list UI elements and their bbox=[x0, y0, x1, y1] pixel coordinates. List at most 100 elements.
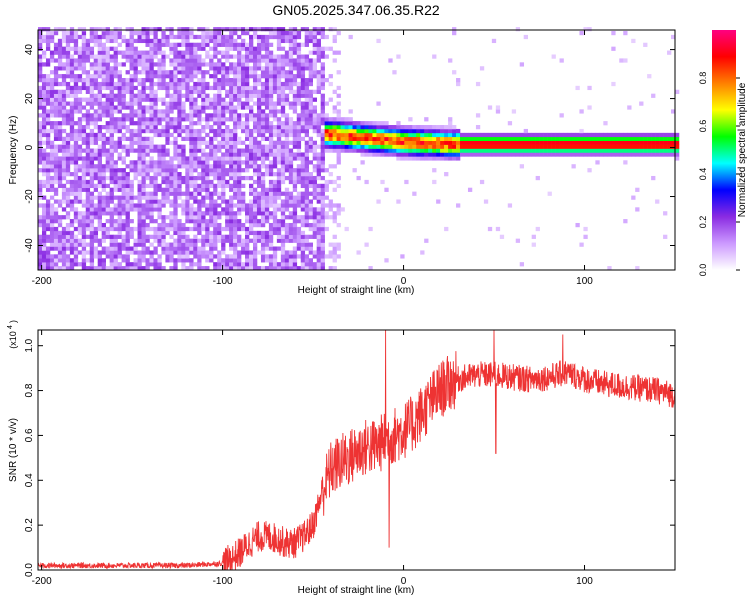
spectrogram-cell bbox=[97, 38, 102, 44]
spectrogram-cell bbox=[284, 121, 290, 126]
spectrogram-cell bbox=[304, 125, 310, 130]
spectrogram-cell bbox=[173, 262, 178, 267]
spectrogram-cell bbox=[663, 211, 668, 216]
spectrogram-cell bbox=[193, 46, 198, 51]
spectrogram-cell bbox=[189, 58, 194, 63]
spectrogram-cell bbox=[515, 136, 521, 141]
spectrogram-cell bbox=[113, 168, 118, 173]
spectrogram-cell bbox=[320, 183, 325, 189]
spectrogram-cell bbox=[296, 128, 302, 134]
spectrogram-cell bbox=[41, 258, 47, 263]
spectrogram-cell bbox=[292, 78, 298, 83]
spectrogram-cell bbox=[221, 27, 226, 32]
spectrogram-cell bbox=[57, 132, 63, 138]
spectrogram-cell bbox=[109, 70, 114, 75]
spectrogram-cell bbox=[149, 42, 154, 47]
spectrogram-cell bbox=[241, 70, 246, 75]
spectrogram-cell bbox=[193, 113, 198, 118]
spectrogram-cell bbox=[631, 38, 636, 44]
spectrogram-cell bbox=[181, 58, 186, 63]
spectrogram-cell bbox=[237, 81, 242, 87]
spectrogram-cell bbox=[225, 38, 230, 44]
spectrogram-cell bbox=[249, 191, 254, 196]
spectrogram-cell bbox=[396, 199, 401, 204]
spectrogram-cell bbox=[117, 226, 122, 232]
snr-x-tick-label: -100 bbox=[213, 576, 233, 587]
spectrogram-cell bbox=[65, 62, 71, 67]
spectrogram-cell bbox=[41, 172, 47, 177]
spectrogram-cell bbox=[61, 148, 67, 153]
spectrogram-cell bbox=[272, 62, 278, 67]
spectrogram-cell bbox=[177, 132, 182, 138]
spectrogram-cell bbox=[133, 266, 138, 271]
spectrogram-cell bbox=[579, 109, 584, 114]
spectrogram-cell bbox=[571, 132, 576, 138]
spectrogram-cell bbox=[221, 183, 226, 189]
spectrogram-cell bbox=[284, 164, 290, 169]
spectrogram-cell bbox=[38, 179, 43, 185]
spectrogram-cell bbox=[109, 97, 114, 102]
spectrogram-cell bbox=[38, 238, 43, 243]
spectrogram-cell bbox=[655, 199, 660, 204]
spectrogram-cell bbox=[73, 34, 79, 40]
spectrogram-cell bbox=[376, 152, 381, 157]
spectrogram-cell bbox=[316, 215, 321, 220]
spectrogram-cell bbox=[563, 152, 568, 157]
spectrogram-cell bbox=[241, 128, 246, 134]
spectrogram-cell bbox=[364, 179, 369, 185]
spectrogram-cell bbox=[117, 117, 122, 122]
spectrogram-cell bbox=[245, 230, 250, 236]
spectrogram-cell bbox=[241, 125, 246, 130]
spectrogram-cell bbox=[336, 242, 341, 247]
spectrogram-cell bbox=[252, 164, 258, 169]
spectrogram-cell bbox=[49, 125, 55, 130]
spectrogram-cell bbox=[109, 85, 114, 91]
spectrogram-cell bbox=[173, 175, 178, 181]
spectrogram-cell bbox=[97, 54, 102, 59]
spectrogram-cell bbox=[77, 78, 83, 83]
spectrogram-cell bbox=[73, 42, 79, 47]
spectrogram-cell bbox=[237, 105, 242, 110]
spectrogram-cell bbox=[300, 121, 306, 126]
spectrogram-cell bbox=[117, 262, 122, 267]
spectrogram-cell bbox=[304, 101, 310, 106]
snr-x-tick-label: 100 bbox=[576, 576, 593, 587]
spectrogram-cell bbox=[312, 105, 317, 110]
spectrogram-cell bbox=[280, 144, 286, 149]
spectrogram-cell bbox=[595, 160, 600, 165]
spectrogram-cell bbox=[117, 254, 122, 259]
spectrogram-cell bbox=[45, 97, 51, 102]
spectrogram-cell bbox=[177, 164, 182, 169]
spectrogram-cell bbox=[308, 74, 313, 79]
spectrogram-cell bbox=[53, 230, 59, 236]
spectrogram-cell bbox=[77, 238, 83, 243]
spectrogram-cell bbox=[272, 152, 278, 157]
spectrogram-cell bbox=[81, 266, 87, 271]
spectrogram-cell bbox=[288, 156, 294, 161]
spectrogram-cell bbox=[109, 179, 114, 185]
spectrogram-cell bbox=[249, 34, 254, 40]
spectrogram-cell bbox=[165, 136, 170, 141]
spectrogram-cell bbox=[65, 74, 71, 79]
spectrogram-cell bbox=[316, 78, 321, 83]
spectrogram-cell bbox=[479, 148, 485, 153]
spectrogram-cell bbox=[45, 215, 51, 220]
spectrogram-cell bbox=[93, 226, 99, 232]
snr-y-tick-label: 0.4 bbox=[24, 473, 35, 487]
spectrogram-cell bbox=[340, 132, 345, 138]
spectrogram-cell bbox=[308, 50, 313, 55]
spectrogram-cell bbox=[440, 152, 445, 157]
spectrogram-cell bbox=[233, 113, 238, 118]
spectrogram-cell bbox=[149, 234, 154, 239]
spectrogram-cell bbox=[252, 58, 258, 63]
spectrogram-cell bbox=[89, 66, 95, 71]
spectrogram-cell bbox=[61, 66, 67, 71]
spectrogram-cell bbox=[217, 113, 222, 118]
spectrogram-cell bbox=[113, 219, 118, 224]
spectrogram-cell bbox=[129, 219, 134, 224]
spectrogram-cell bbox=[233, 144, 238, 149]
spectrogram-cell bbox=[137, 219, 142, 224]
spectrogram-cell bbox=[137, 258, 142, 263]
spectrogram-cell bbox=[603, 144, 608, 149]
spectrogram-cell bbox=[245, 101, 250, 106]
